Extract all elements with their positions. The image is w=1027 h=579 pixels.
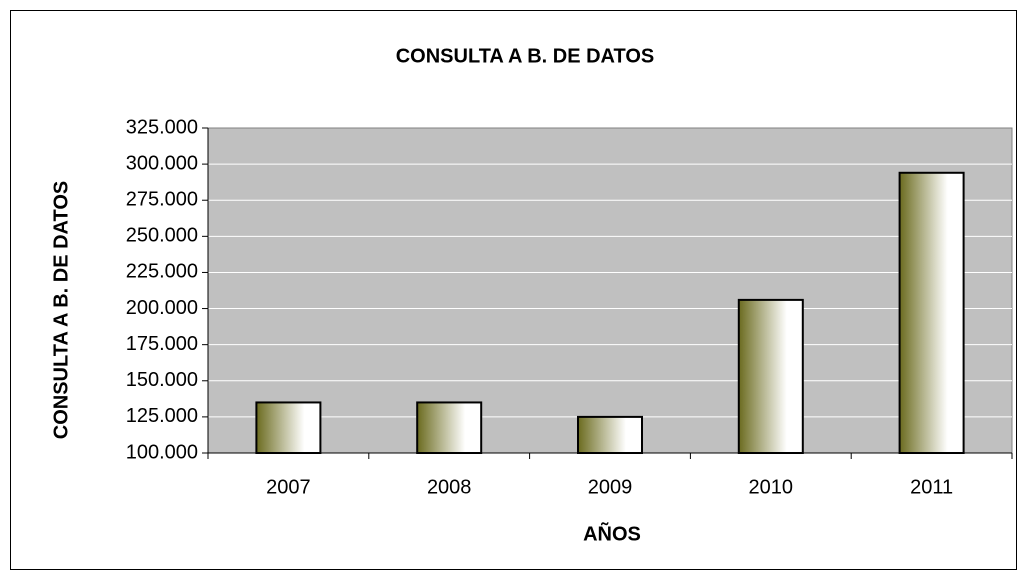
x-tick-label: 2008	[427, 476, 472, 498]
y-tick-label: 225.000	[126, 261, 198, 283]
plot-area	[207, 127, 1013, 454]
y-tick-label: 300.000	[126, 152, 198, 174]
bar	[577, 415, 643, 454]
y-tick-label: 175.000	[126, 333, 198, 355]
x-tick-label: 2010	[749, 476, 794, 498]
chart-title: CONSULTA A B. DE DATOS	[396, 45, 655, 67]
y-axis-label: CONSULTA A B. DE DATOS	[50, 181, 72, 440]
y-tick-label: 275.000	[126, 189, 198, 211]
y-tick-label: 100.000	[126, 441, 198, 463]
y-tick-label: 125.000	[126, 405, 198, 427]
y-tick-label: 325.000	[126, 116, 198, 138]
bar	[898, 171, 965, 454]
bar	[737, 298, 804, 454]
x-tick-label: 2011	[910, 476, 953, 498]
x-axis-label: AÑOS	[583, 522, 641, 545]
y-tick-label: 150.000	[126, 369, 198, 391]
y-tick-label: 200.000	[126, 297, 198, 319]
x-tick-label: 2007	[266, 476, 311, 498]
bar	[255, 401, 322, 455]
y-tick-label: 250.000	[126, 225, 198, 247]
bar	[416, 401, 483, 455]
x-tick-label: 2009	[588, 476, 633, 498]
